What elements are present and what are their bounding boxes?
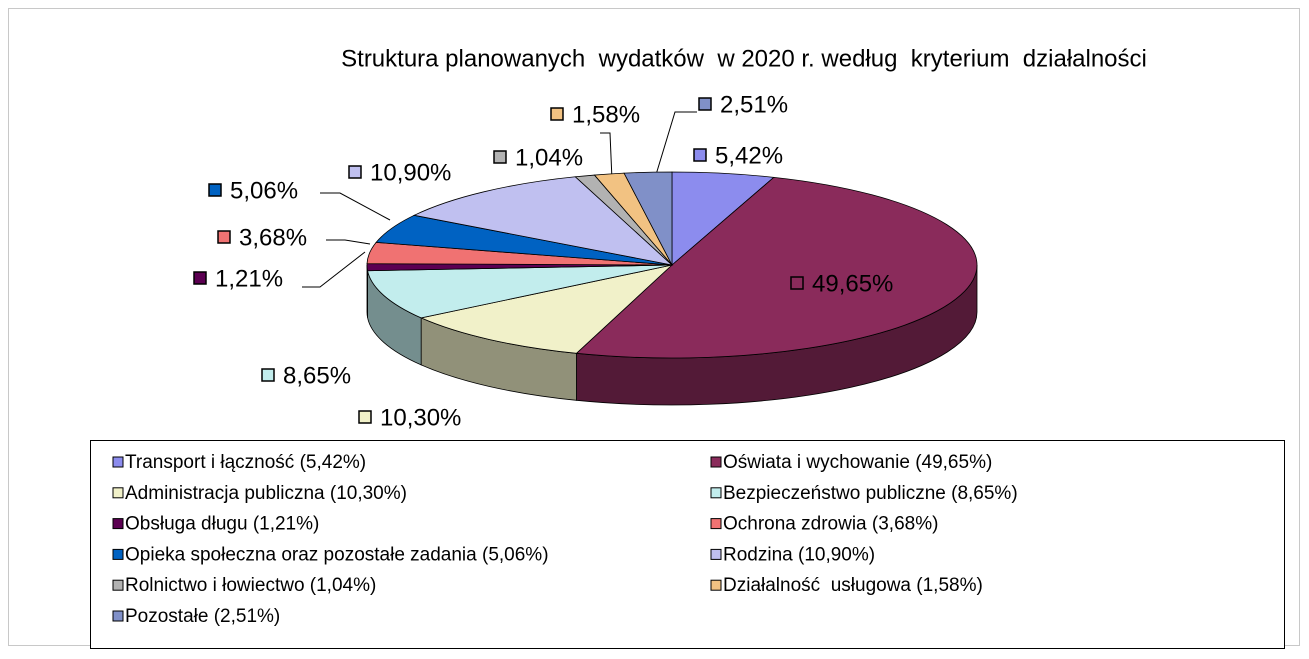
data-label: 3,68% xyxy=(239,224,307,251)
legend-label: Opieka społeczna oraz pozostałe zadania … xyxy=(125,544,549,565)
data-label: 1,21% xyxy=(215,265,283,292)
legend-swatch xyxy=(710,487,722,499)
label-marker xyxy=(261,368,275,382)
label-marker xyxy=(693,148,707,162)
label-marker xyxy=(790,276,804,290)
legend-label: Obsługa długu (1,21%) xyxy=(125,514,319,535)
label-marker xyxy=(698,97,712,111)
data-label: 49,65% xyxy=(812,270,893,297)
label-marker xyxy=(348,165,362,179)
leader-line xyxy=(326,239,371,245)
legend-swatch xyxy=(112,456,124,468)
legend-swatch xyxy=(112,610,124,622)
legend-swatch xyxy=(112,518,124,530)
data-label: 5,42% xyxy=(715,142,783,169)
leader-lines xyxy=(302,111,697,288)
data-label: 2,51% xyxy=(720,91,788,118)
pie-slice xyxy=(623,171,673,266)
label-marker xyxy=(193,271,207,285)
legend-label: Rodzina (10,90%) xyxy=(723,544,875,565)
label-marker xyxy=(208,183,222,197)
data-label: 5,06% xyxy=(230,177,298,204)
legend-label: Działalność usługowa (1,58%) xyxy=(723,575,983,596)
data-label: 1,04% xyxy=(515,144,583,171)
pie-top xyxy=(366,171,978,359)
leader-line xyxy=(302,251,366,288)
legend-swatch xyxy=(112,548,124,560)
leader-line xyxy=(600,132,613,181)
pie-slice xyxy=(575,176,978,359)
legend-label: Rolnictwo i łowiectwo (1,04%) xyxy=(125,575,376,596)
legend-label: Bezpieczeństwo publiczne (8,65%) xyxy=(723,483,1018,504)
pie-side xyxy=(366,264,368,318)
leader-line xyxy=(654,111,697,179)
chart-title: Struktura planowanych wydatków w 2020 r.… xyxy=(341,45,1147,72)
data-label: 8,65% xyxy=(283,362,351,389)
legend-swatch xyxy=(710,456,722,468)
data-label: 10,30% xyxy=(380,404,461,431)
label-marker xyxy=(550,107,564,121)
legend-swatch xyxy=(710,548,722,560)
label-marker xyxy=(358,410,372,424)
legend-label: Transport i łączność (5,42%) xyxy=(125,452,366,473)
pie-slice xyxy=(419,264,674,354)
pie-slice xyxy=(412,176,674,266)
data-label: 10,90% xyxy=(370,159,451,186)
legend-swatch xyxy=(112,579,124,591)
legend-swatch xyxy=(112,487,124,499)
legend-label: Oświata i wychowanie (49,65%) xyxy=(723,452,992,473)
legend-label: Administracja publiczna (10,30%) xyxy=(125,483,407,504)
leader-line xyxy=(320,192,391,221)
legend-swatch xyxy=(710,518,722,530)
data-label: 1,58% xyxy=(572,101,640,128)
legend-swatch xyxy=(710,579,722,591)
legend-label: Pozostałe (2,51%) xyxy=(125,606,280,627)
pie-slice xyxy=(367,264,673,319)
legend-label: Ochrona zdrowia (3,68%) xyxy=(723,514,938,535)
legend-box xyxy=(90,440,1285,649)
label-marker xyxy=(493,150,507,164)
label-marker xyxy=(217,230,231,244)
